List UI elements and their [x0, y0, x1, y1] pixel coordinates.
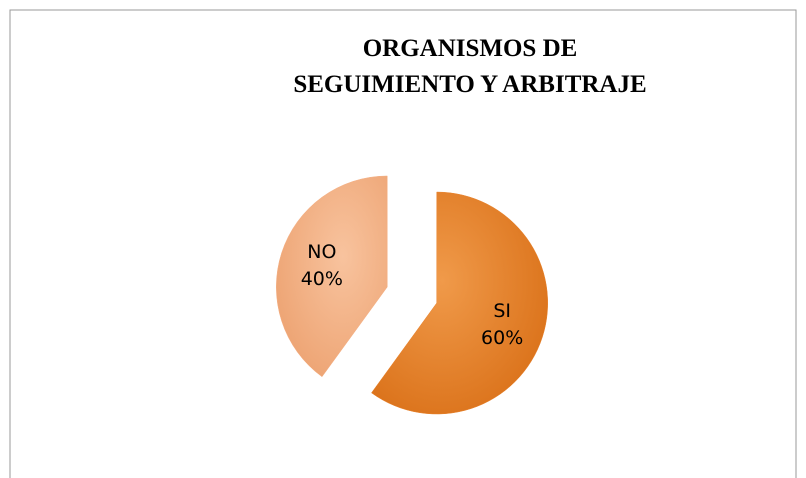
- slice-label: SI: [493, 300, 511, 322]
- chart-title: SEGUIMIENTO Y ARBITRAJE: [293, 71, 646, 98]
- pie-slice: [371, 191, 548, 415]
- slice-label: NO: [307, 241, 336, 263]
- value-label: 40%: [301, 268, 343, 290]
- chart-title: ORGANISMOS DE: [363, 35, 578, 62]
- chart-frame: [9, 9, 797, 478]
- pie-slice: [276, 175, 388, 378]
- value-label: 60%: [481, 327, 523, 349]
